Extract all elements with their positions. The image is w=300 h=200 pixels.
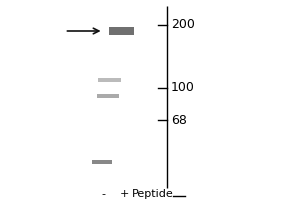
- Text: 200: 200: [171, 19, 195, 31]
- Text: +: +: [120, 189, 129, 199]
- Text: Peptide: Peptide: [132, 189, 174, 199]
- Bar: [97, 94, 119, 98]
- Bar: [109, 27, 134, 35]
- Text: 68: 68: [171, 114, 187, 127]
- Bar: [98, 78, 121, 82]
- Bar: [92, 160, 112, 164]
- Text: 100: 100: [171, 81, 195, 94]
- Text: -: -: [101, 189, 106, 199]
